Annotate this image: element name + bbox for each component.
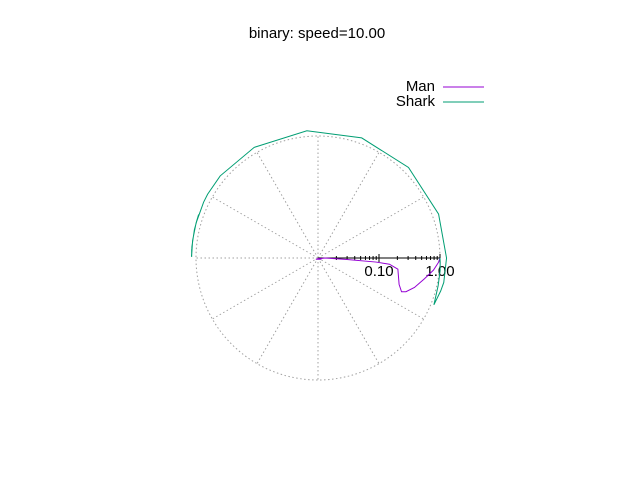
- grid-spoke-30: [317, 196, 424, 259]
- legend-label-shark: Shark: [396, 93, 436, 110]
- legend: Man Shark: [396, 78, 484, 110]
- grid-spoke-120: [256, 152, 319, 259]
- chart-title: binary: speed=10.00: [249, 25, 385, 42]
- legend-label-man: Man: [406, 78, 435, 95]
- grid-spoke-330: [317, 257, 424, 320]
- grid-spoke-60: [317, 152, 380, 259]
- series-line-shark: [191, 130, 448, 306]
- series-layer: [191, 130, 448, 306]
- grid-spoke-240: [256, 257, 319, 364]
- radial-tick-label: 0.10: [364, 263, 393, 280]
- grid-spoke-210: [212, 257, 319, 320]
- series-line-man: [315, 257, 441, 293]
- grid-spoke-300: [317, 257, 380, 364]
- grid-spoke-150: [212, 196, 319, 259]
- radial-axis: 0.10 1.00: [318, 254, 455, 280]
